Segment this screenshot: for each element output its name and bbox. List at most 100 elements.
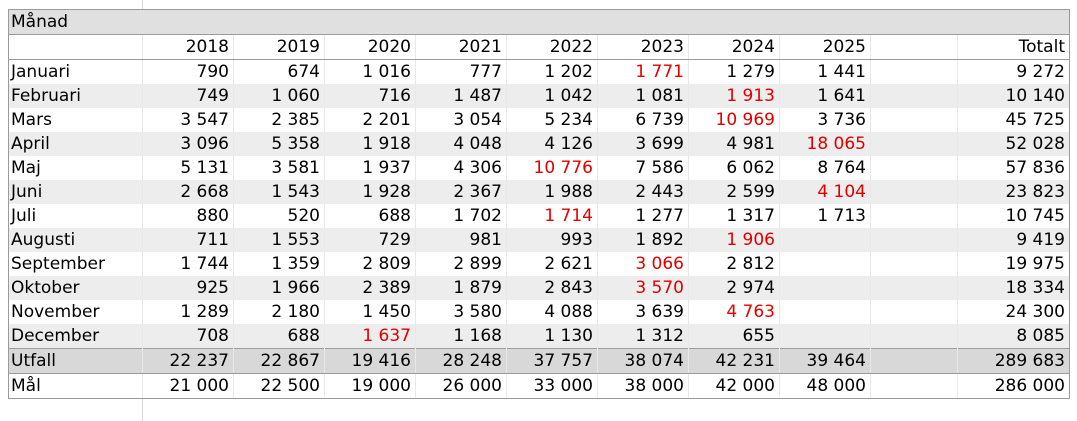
value-cell: 1 277: [597, 204, 689, 228]
table-row: December 708 688 1 637 1 168 1 130 1 312 655 8 0…: [8, 324, 1070, 349]
utfall-value: 19 416: [324, 348, 416, 374]
year-header: 2023: [597, 34, 689, 60]
value-cell: 1 892: [597, 228, 689, 252]
value-cell: 2 443: [597, 180, 689, 204]
gap-cell: [870, 252, 958, 276]
banner-row: Månad: [8, 9, 1070, 35]
value-cell: 5 234: [506, 108, 598, 132]
utfall-label: Utfall: [8, 348, 143, 374]
month-label: Månad: [8, 9, 143, 35]
value-cell: 18 065: [779, 132, 871, 156]
value-cell: 3 581: [233, 156, 325, 180]
total-cell: 19 975: [957, 252, 1070, 276]
value-cell: 1 918: [324, 132, 416, 156]
value-cell: 655: [688, 324, 780, 349]
utfall-value: 38 074: [597, 348, 689, 374]
mal-value: 21 000: [142, 373, 234, 399]
value-cell: 520: [233, 204, 325, 228]
value-cell: 1 279: [688, 59, 780, 84]
value-cell: 2 389: [324, 276, 416, 300]
mal-value: 22 500: [233, 373, 325, 399]
table-row: Januari 790 674 1 016 777 1 202 1 771 1 279 1 44…: [8, 59, 1070, 84]
value-cell: 6 062: [688, 156, 780, 180]
total-cell: 57 836: [957, 156, 1070, 180]
value-cell: 2 899: [415, 252, 507, 276]
year-header: 2018: [142, 34, 234, 60]
value-cell: 1 016: [324, 59, 416, 84]
mal-label: Mål: [8, 373, 143, 399]
value-cell: 4 981: [688, 132, 780, 156]
value-cell: 1 771: [597, 59, 689, 84]
mal-total: 286 000: [957, 373, 1070, 399]
month-cell: Maj: [8, 156, 143, 180]
value-cell: 711: [142, 228, 234, 252]
value-cell: 1 130: [506, 324, 598, 349]
total-cell: 52 028: [957, 132, 1070, 156]
month-cell: November: [8, 300, 143, 324]
gap-cell: [870, 276, 958, 300]
table-row: Mars 3 547 2 385 2 201 3 054 5 234 6 739 10 969…: [8, 108, 1070, 132]
value-cell: 3 736: [779, 108, 871, 132]
value-cell: 1 928: [324, 180, 416, 204]
header-empty-cell: [8, 34, 143, 60]
value-cell: 3 570: [597, 276, 689, 300]
value-cell: 1 202: [506, 59, 598, 84]
value-cell: 6 739: [597, 108, 689, 132]
value-cell: 2 974: [688, 276, 780, 300]
month-cell: April: [8, 132, 143, 156]
table-row: September 1 744 1 359 2 809 2 899 2 621 3 066 2…: [8, 252, 1070, 276]
value-cell: 1 744: [142, 252, 234, 276]
value-cell: [779, 276, 871, 300]
value-cell: 8 764: [779, 156, 871, 180]
month-cell: September: [8, 252, 143, 276]
value-cell: [779, 300, 871, 324]
value-cell: 1 879: [415, 276, 507, 300]
table-row: Augusti 711 1 553 729 981 993 1 892 1 906 9 419: [8, 228, 1070, 252]
value-cell: 2 668: [142, 180, 234, 204]
value-cell: 688: [233, 324, 325, 349]
table-row: Maj 5 131 3 581 1 937 4 306 10 776 7 586 6 062 8…: [8, 156, 1070, 180]
value-cell: 777: [415, 59, 507, 84]
mal-value: 33 000: [506, 373, 598, 399]
utfall-value: 22 237: [142, 348, 234, 374]
gap-cell: [870, 108, 958, 132]
value-cell: 1 060: [233, 84, 325, 108]
total-cell: 18 334: [957, 276, 1070, 300]
value-cell: 3 547: [142, 108, 234, 132]
value-cell: 1 966: [233, 276, 325, 300]
value-cell: 4 104: [779, 180, 871, 204]
value-cell: 3 580: [415, 300, 507, 324]
gap-cell: [870, 348, 958, 374]
total-cell: 10 745: [957, 204, 1070, 228]
month-cell: Augusti: [8, 228, 143, 252]
value-cell: 674: [233, 59, 325, 84]
value-cell: 1 543: [233, 180, 325, 204]
total-header: Totalt: [957, 34, 1070, 60]
gap-cell: [870, 300, 958, 324]
table-row: April 3 096 5 358 1 918 4 048 4 126 3 699 4 981…: [8, 132, 1070, 156]
mal-value: 42 000: [688, 373, 780, 399]
table-row: Juni 2 668 1 543 1 928 2 367 1 988 2 443 2 599 4…: [8, 180, 1070, 204]
total-cell: 45 725: [957, 108, 1070, 132]
value-cell: 4 306: [415, 156, 507, 180]
gap-cell: [870, 324, 958, 349]
month-cell: Juli: [8, 204, 143, 228]
value-cell: 2 201: [324, 108, 416, 132]
mal-value: 38 000: [597, 373, 689, 399]
total-cell: 9 272: [957, 59, 1070, 84]
value-cell: 1 937: [324, 156, 416, 180]
gap-cell: [870, 84, 958, 108]
value-cell: 1 317: [688, 204, 780, 228]
year-header: 2020: [324, 34, 416, 60]
gap-cell: [870, 34, 958, 60]
gap-cell: [870, 373, 958, 399]
value-cell: 1 988: [506, 180, 598, 204]
utfall-value: 39 464: [779, 348, 871, 374]
gap-cell: [870, 180, 958, 204]
value-cell: 993: [506, 228, 598, 252]
value-cell: 1 637: [324, 324, 416, 349]
year-header: 2024: [688, 34, 780, 60]
value-cell: 2 385: [233, 108, 325, 132]
utfall-row: Utfall 22 237 22 867 19 416 28 248 37 757 38 0…: [8, 348, 1070, 374]
gap-cell: [870, 228, 958, 252]
